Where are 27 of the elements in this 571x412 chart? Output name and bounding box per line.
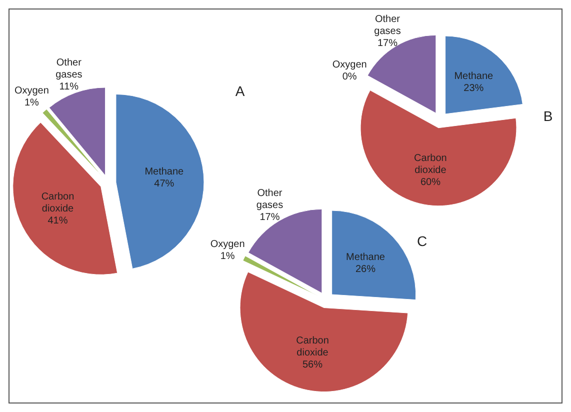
slice-label: Oxygen (14, 85, 49, 96)
data-label: 17% (377, 38, 398, 50)
data-label: 60% (420, 177, 441, 188)
data-label: 17% (260, 212, 280, 223)
slice-label: Methane (346, 252, 386, 263)
category-label: Oxygen (332, 59, 367, 70)
text: A (235, 83, 246, 99)
data-label: 41% (48, 216, 68, 227)
data-label: 26% (356, 264, 376, 275)
slice-label: Other gases (256, 188, 284, 211)
data-label: 23% (464, 82, 484, 94)
data-label: 11% (59, 81, 79, 92)
slice-label: Carbon dioxide (41, 192, 74, 215)
slice-label: Other gases (374, 14, 401, 38)
data-label: 47% (154, 178, 174, 190)
data-label: 1% (220, 250, 235, 262)
slice-label: Carbon dioxide (414, 153, 447, 176)
data-label: 56% (302, 359, 323, 370)
slice-label: Oxygen (210, 238, 245, 250)
text: 0% (342, 71, 357, 82)
slice-label: Other gases (56, 57, 82, 80)
slice-label: Methane (454, 70, 494, 82)
text: B (543, 108, 553, 124)
slice-label: Methane (144, 166, 184, 178)
text: C (416, 233, 428, 249)
data-label: 1% (24, 97, 40, 108)
slice-label: Carbon dioxide (296, 335, 329, 358)
